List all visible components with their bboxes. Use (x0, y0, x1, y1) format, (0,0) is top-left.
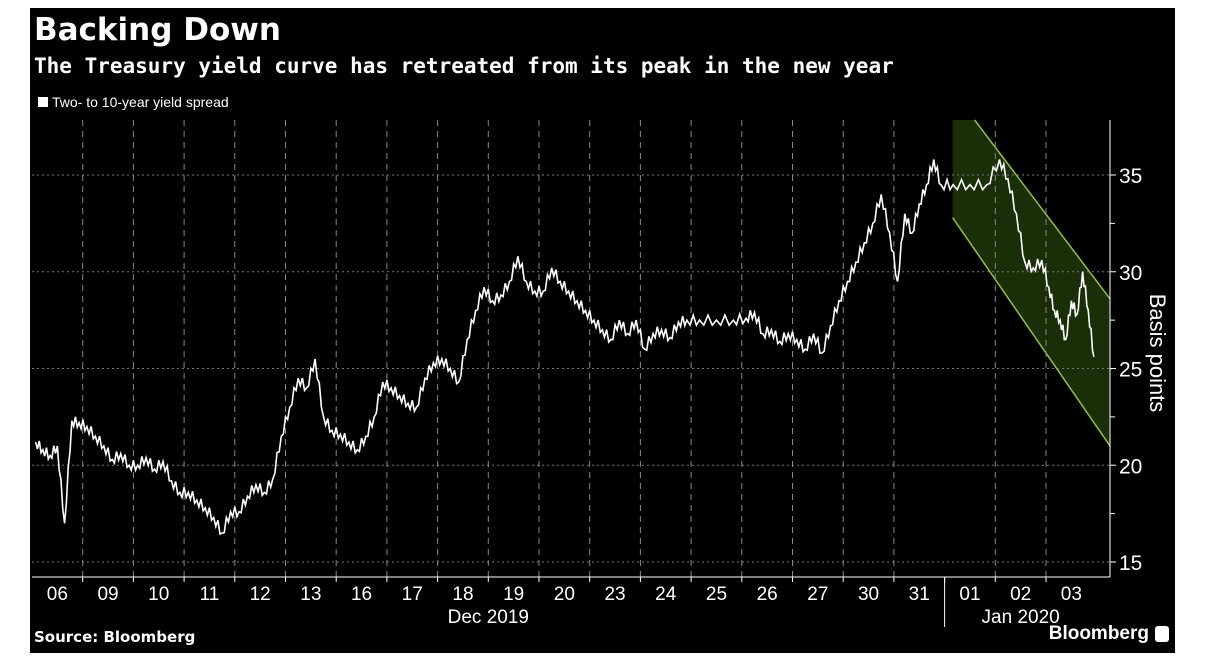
bloomberg-terminal-icon (1155, 626, 1169, 642)
x-tick-label: 20 (554, 584, 575, 605)
x-tick-label: 26 (757, 584, 778, 605)
channel-lower-line (951, 217, 1111, 447)
x-tick-label: 02 (1010, 584, 1031, 605)
legend-label: Two- to 10-year yield spread (52, 94, 229, 110)
bloomberg-logo: Bloomberg (1049, 623, 1169, 645)
x-tick-label: 11 (200, 584, 220, 605)
source-note: Source: Bloomberg (34, 628, 196, 646)
x-tick-label: 25 (706, 584, 727, 605)
x-tick-label: 31 (909, 584, 930, 605)
x-tick-label: 16 (351, 584, 372, 605)
x-tick-label: 10 (148, 584, 169, 605)
x-tick-label: 23 (604, 584, 625, 605)
y-tick-label: 30 (1119, 262, 1142, 285)
x-tick-label: 01 (959, 584, 980, 605)
x-tick-label: 18 (452, 584, 473, 605)
x-tick-label: 12 (250, 584, 271, 605)
y-tick-label: 20 (1119, 455, 1142, 478)
x-tick-label: 17 (402, 584, 423, 605)
legend: Two- to 10-year yield spread (38, 94, 229, 110)
brand-text: Bloomberg (1048, 623, 1149, 644)
x-tick-label: 27 (807, 584, 828, 605)
channel-fill (952, 120, 1110, 446)
x-tick-label: 13 (300, 584, 321, 605)
chart-subtitle: The Treasury yield curve has retreated f… (34, 54, 894, 78)
y-tick-label: 25 (1119, 359, 1142, 382)
x-group-label: Jan 2020 (982, 607, 1060, 628)
x-tick-label: 09 (97, 584, 118, 605)
x-tick-label: 30 (858, 584, 879, 605)
x-group-label: Dec 2019 (448, 607, 529, 628)
y-tick-label: 15 (1119, 552, 1142, 575)
channel-upper-line (974, 119, 1111, 300)
x-tick-label: 19 (503, 584, 524, 605)
legend-swatch (38, 97, 48, 107)
spread-line (34, 159, 1095, 536)
chart-panel: Backing Down The Treasury yield curve ha… (30, 8, 1175, 653)
y-axis-label: Basis points (1145, 294, 1170, 413)
chart-title: Backing Down (34, 12, 281, 48)
x-tick-label: 03 (1061, 584, 1082, 605)
plot-area: 15 20 25 30 35 06 09 10 11 12 13 16 17 18 19 20 23 24 25 26… (32, 119, 1170, 628)
y-tick-label: 35 (1119, 165, 1142, 188)
x-tick-label: 06 (47, 584, 68, 605)
x-tick-label: 24 (655, 584, 677, 605)
